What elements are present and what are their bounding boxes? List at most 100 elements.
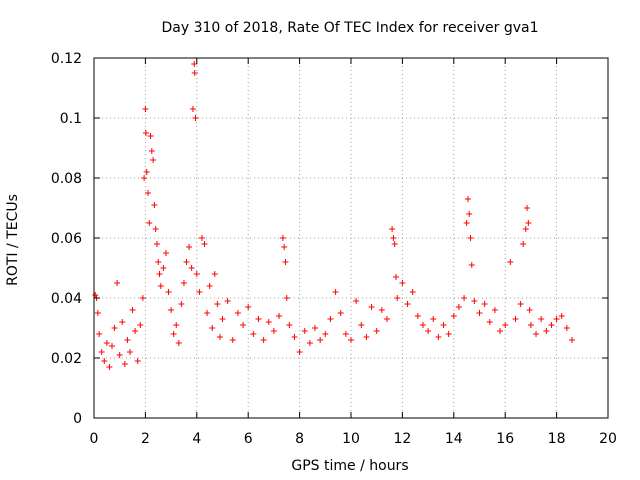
data-point (216, 334, 223, 340)
data-point (141, 175, 148, 181)
data-point (391, 241, 398, 247)
data-point (101, 358, 108, 364)
data-point (94, 310, 101, 316)
chart-title: Day 310 of 2018, Rate Of TEC Index for r… (161, 20, 538, 36)
y-tick-label: 0.12 (51, 51, 82, 67)
data-point (394, 295, 401, 301)
data-point (463, 220, 470, 226)
x-tick-label: 12 (393, 431, 411, 447)
data-point (332, 289, 339, 295)
x-tick-label: 16 (496, 431, 514, 447)
data-point (440, 322, 447, 328)
data-point (358, 322, 365, 328)
data-point (383, 316, 390, 322)
data-point (281, 244, 288, 250)
data-point (234, 310, 241, 316)
data-point (250, 331, 257, 337)
data-point (170, 331, 177, 337)
data-point (373, 328, 380, 334)
data-point (279, 235, 286, 241)
x-axis-label: GPS time / hours (291, 458, 408, 474)
data-point (180, 280, 187, 286)
data-point (368, 304, 375, 310)
data-point (175, 340, 182, 346)
data-point (517, 301, 524, 307)
data-point (121, 361, 128, 367)
data-point (327, 316, 334, 322)
data-point (178, 301, 185, 307)
data-point (512, 316, 519, 322)
data-point (276, 313, 283, 319)
data-point (153, 241, 160, 247)
data-point (312, 325, 319, 331)
data-points (92, 61, 576, 370)
data-point (527, 322, 534, 328)
data-point (188, 265, 195, 271)
data-point (524, 205, 531, 211)
data-point (193, 271, 200, 277)
data-point (569, 337, 576, 343)
data-point (445, 331, 452, 337)
data-point (103, 340, 110, 346)
data-point (142, 106, 149, 112)
data-point (502, 322, 509, 328)
data-point (119, 319, 126, 325)
data-point (553, 316, 560, 322)
x-tick-label: 14 (445, 431, 463, 447)
data-point (461, 295, 468, 301)
data-point (390, 235, 397, 241)
x-tick-label: 4 (192, 431, 201, 447)
y-tick-labels: 0 0.02 0.04 0.06 0.08 0.1 0.12 (51, 51, 82, 427)
data-point (526, 307, 533, 313)
data-point (219, 316, 226, 322)
data-point (126, 349, 133, 355)
data-point (389, 226, 396, 232)
data-point (464, 196, 471, 202)
data-point (317, 337, 324, 343)
data-point (491, 307, 498, 313)
data-point (548, 322, 555, 328)
x-tick-label: 8 (295, 431, 304, 447)
y-tick-label: 0.02 (51, 351, 82, 367)
data-point (183, 259, 190, 265)
data-point (152, 226, 159, 232)
data-point (283, 295, 290, 301)
data-point (191, 61, 198, 67)
x-tick-labels: 0 2 4 6 8 10 12 14 16 18 20 (90, 431, 617, 447)
data-point (337, 310, 344, 316)
data-point (450, 313, 457, 319)
data-point (201, 241, 208, 247)
data-point (206, 283, 213, 289)
data-point (165, 289, 172, 295)
data-point (466, 211, 473, 217)
x-tick-label: 18 (548, 431, 566, 447)
data-point (192, 115, 199, 121)
y-tick-label: 0.08 (51, 171, 82, 187)
data-point (209, 325, 216, 331)
data-point (144, 190, 151, 196)
data-point (533, 331, 540, 337)
data-point (148, 148, 155, 154)
data-point (558, 313, 565, 319)
data-point (129, 307, 136, 313)
data-point (204, 310, 211, 316)
data-point (245, 304, 252, 310)
data-point (286, 322, 293, 328)
data-point (211, 271, 218, 277)
data-point (134, 358, 141, 364)
data-point (111, 325, 118, 331)
data-point (348, 337, 354, 343)
x-tick-label: 6 (244, 431, 253, 447)
data-point (471, 298, 478, 304)
y-tick-label: 0.06 (51, 231, 82, 247)
data-point (108, 343, 115, 349)
data-point (137, 322, 144, 328)
data-point (404, 301, 411, 307)
data-point (522, 226, 529, 232)
data-point (282, 259, 289, 265)
data-point (173, 322, 180, 328)
data-point (430, 316, 437, 322)
data-point (425, 328, 432, 334)
y-axis-label: ROTI / TECUs (5, 194, 21, 286)
data-point (409, 289, 416, 295)
